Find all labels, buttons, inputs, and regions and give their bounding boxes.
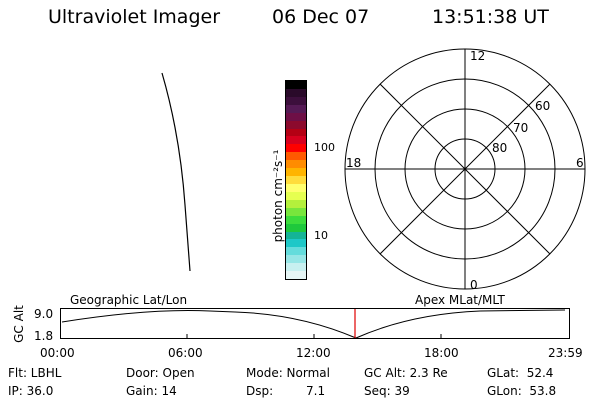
colorbar-band [286, 152, 306, 161]
colorbar-band [286, 112, 306, 121]
mlt-label-6: 6 [576, 156, 584, 170]
colorbar-gradient [286, 81, 306, 280]
flt-status: Flt: LBHL [8, 366, 62, 380]
colorbar-band [286, 120, 306, 129]
time-label-1800: 18:00 [424, 346, 459, 360]
time-label: 13:51:38 UT [432, 6, 549, 28]
timeline-y-tick-low: 1.8 [34, 329, 54, 343]
colorbar-band [286, 183, 306, 192]
colorbar-unit-label: photon cm⁻²s⁻¹ [271, 149, 285, 243]
mlt-label-12: 12 [470, 49, 485, 63]
dsp-label: Dsp: [246, 384, 274, 398]
colorbar-band [286, 239, 306, 248]
colorbar-band [286, 191, 306, 200]
colorbar-band [286, 223, 306, 232]
lat-label-70: 70 [513, 121, 528, 135]
colorbar-band [286, 231, 306, 240]
colorbar-band [286, 271, 306, 280]
instrument-title: Ultraviolet Imager [48, 6, 221, 28]
time-label-2359: 23:59 [548, 346, 583, 360]
mlt-label-0: 0 [470, 278, 478, 292]
colorbar-band [286, 176, 306, 184]
date-label: 06 Dec 07 [272, 6, 370, 28]
colorbar-band [286, 104, 306, 113]
timeline-plot [60, 308, 570, 339]
colorbar-band [286, 207, 306, 216]
colorbar-band [286, 247, 306, 256]
lat-label-60: 60 [535, 99, 550, 113]
colorbar-band [286, 144, 306, 153]
diagonal-b [379, 83, 551, 255]
colorbar-tick-100: 100 [314, 141, 335, 154]
time-label-0000: 00:00 [40, 346, 75, 360]
dsp-value: 7.1 [306, 384, 326, 398]
colorbar-band [286, 136, 306, 145]
colorbar-band [286, 255, 306, 264]
timeline-right-caption: Apex MLat/MLT [415, 293, 505, 307]
colorbar-band [286, 81, 306, 89]
colorbar-band [286, 128, 306, 137]
track-trace [161, 72, 191, 272]
mode-status: Mode: Normal [246, 366, 330, 380]
timeline-y-tick-high: 9.0 [34, 307, 54, 321]
seq-status: Seq: 39 [364, 384, 410, 398]
track-curve [161, 72, 191, 272]
timeline-frame [60, 308, 570, 339]
colorbar-band [286, 160, 306, 169]
gc-alt-status: GC Alt: 2.3 Re [364, 366, 448, 380]
gain-status: Gain: 14 [126, 384, 177, 398]
colorbar-tick-10: 10 [314, 229, 328, 242]
time-label-0600: 06:00 [168, 346, 203, 360]
colorbar-band [286, 168, 306, 177]
colorbar [285, 80, 307, 280]
colorbar-band [286, 263, 306, 272]
door-status: Door: Open [126, 366, 195, 380]
glat-status: GLat: 52.4 [487, 366, 554, 380]
colorbar-band [286, 199, 306, 208]
colorbar-band [286, 215, 306, 224]
timeline-y-axis-title: GC Alt [12, 305, 26, 343]
colorbar-band [286, 88, 306, 97]
mlt-label-18: 18 [346, 156, 361, 170]
altitude-curve [61, 309, 566, 339]
timeline-left-caption: Geographic Lat/Lon [70, 293, 188, 307]
glon-status: GLon: 53.8 [487, 384, 557, 398]
lat-label-80: 80 [492, 141, 507, 155]
time-label-1200: 12:00 [296, 346, 331, 360]
polar-plot: 12 18 6 0 60 70 80 [344, 48, 586, 292]
ip-status: IP: 36.0 [8, 384, 54, 398]
colorbar-band [286, 96, 306, 105]
